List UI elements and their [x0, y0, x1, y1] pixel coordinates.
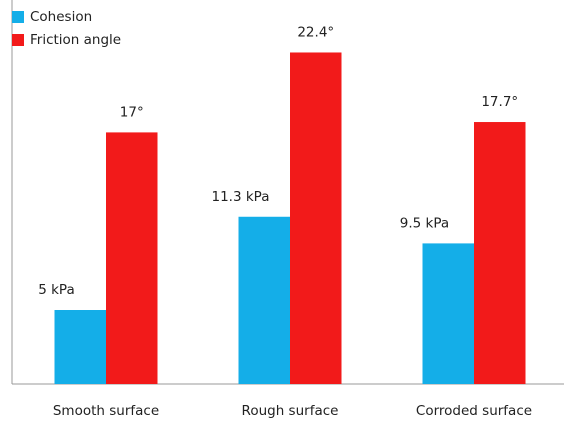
x-tick-label: Smooth surface [53, 403, 159, 419]
legend-label: Friction angle [30, 32, 121, 48]
bar [238, 216, 290, 384]
x-tick-label: Rough surface [242, 403, 339, 419]
data-label: 11.3 kPa [212, 189, 270, 205]
data-label: 17.7° [481, 94, 518, 110]
data-label: 5 kPa [38, 282, 75, 298]
bar [474, 122, 526, 384]
bar [106, 132, 158, 384]
legend-swatch [12, 34, 24, 46]
legend-label: Cohesion [30, 9, 92, 25]
data-label: 17° [120, 104, 144, 120]
legend-swatch [12, 11, 24, 23]
bar [54, 310, 106, 384]
data-label: 9.5 kPa [400, 215, 449, 231]
x-tick-label: Corroded surface [416, 403, 532, 419]
bar [422, 243, 474, 384]
data-label: 22.4° [297, 24, 334, 40]
bar [290, 52, 342, 384]
